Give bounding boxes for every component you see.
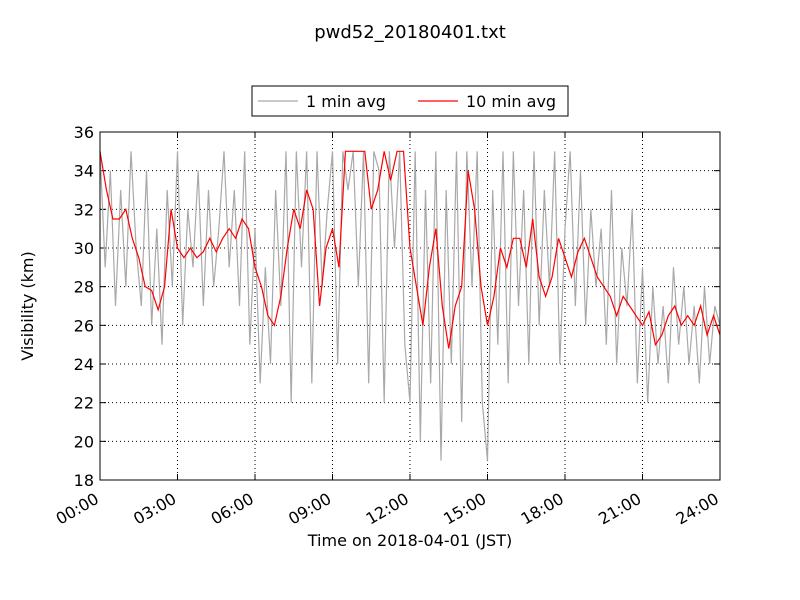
legend-label: 10 min avg xyxy=(466,92,556,111)
plot-frame xyxy=(99,131,721,481)
y-axis-label: Visibility (km) xyxy=(18,251,37,360)
y-tick-label: 30 xyxy=(74,239,94,258)
x-tick-label: 03:00 xyxy=(130,489,179,529)
y-tick-label: 34 xyxy=(74,162,94,181)
y-tick-label: 20 xyxy=(74,432,94,451)
y-tick-label: 36 xyxy=(74,123,94,142)
x-tick-label: 21:00 xyxy=(595,489,644,529)
x-tick-label: 00:00 xyxy=(53,489,102,529)
chart-title: pwd52_20180401.txt xyxy=(314,22,506,43)
y-tick-label: 26 xyxy=(74,316,94,335)
x-tick-label: 12:00 xyxy=(363,489,412,529)
y-tick-label: 32 xyxy=(74,200,94,219)
y-tick-label: 22 xyxy=(74,394,94,413)
x-tick-label: 09:00 xyxy=(285,489,334,529)
y-tick-label: 28 xyxy=(74,278,94,297)
x-tick-label: 18:00 xyxy=(518,489,567,529)
x-tick-label: 15:00 xyxy=(440,489,489,529)
y-tick-label: 18 xyxy=(74,471,94,490)
series-line xyxy=(99,151,721,461)
y-tick-label: 24 xyxy=(74,355,94,374)
x-axis-label: Time on 2018-04-01 (JST) xyxy=(307,531,512,550)
series-line xyxy=(99,150,721,349)
legend-box xyxy=(251,85,569,117)
legend-label: 1 min avg xyxy=(306,92,386,111)
x-tick-label: 06:00 xyxy=(208,489,257,529)
x-tick-label: 24:00 xyxy=(673,489,722,529)
